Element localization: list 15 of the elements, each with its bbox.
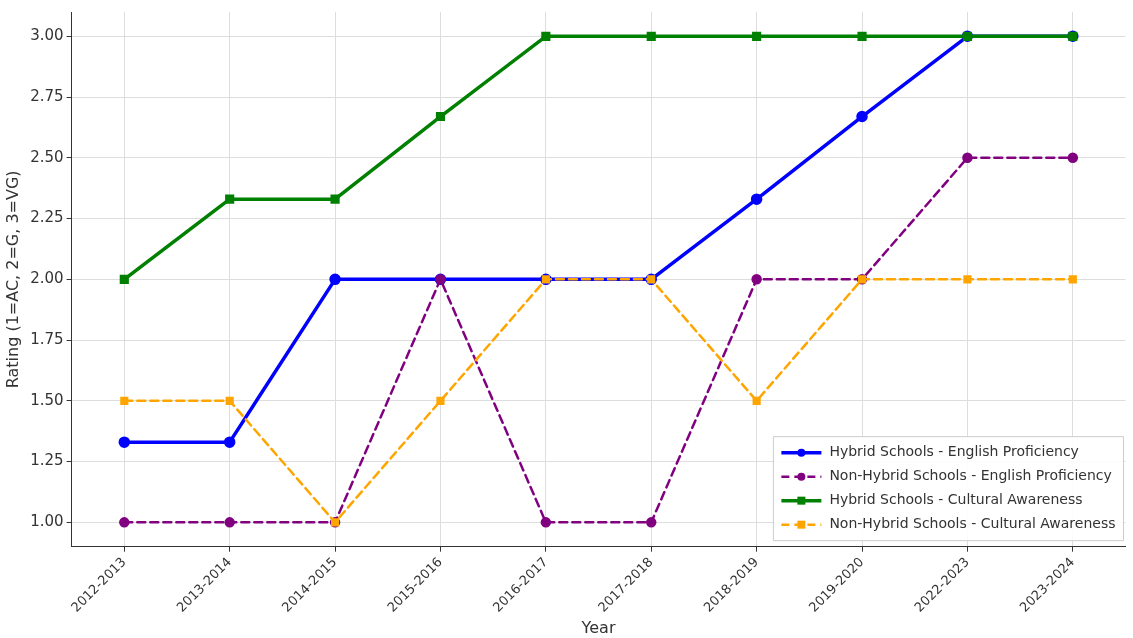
x-axis-title: Year bbox=[580, 617, 616, 637]
y-tick-label: 1.00 bbox=[30, 512, 64, 531]
legend-label: Hybrid Schools - Cultural Awareness bbox=[829, 491, 1083, 508]
legend-label: Hybrid Schools - English Proficiency bbox=[829, 443, 1079, 460]
y-tick-label: 1.75 bbox=[30, 329, 64, 348]
legend-label: Non-Hybrid Schools - English Proficiency bbox=[829, 467, 1112, 484]
legend-label: Non-Hybrid Schools - Cultural Awareness bbox=[829, 515, 1116, 532]
y-tick-label: 1.25 bbox=[30, 451, 64, 470]
y-tick-label: 2.00 bbox=[30, 269, 64, 288]
y-tick-label: 2.25 bbox=[30, 208, 64, 227]
y-tick-label: 2.75 bbox=[30, 86, 64, 105]
y-tick-label: 2.50 bbox=[30, 147, 64, 166]
y-tick-label: 3.00 bbox=[30, 26, 64, 45]
y-axis-title: Rating (1=AC, 2=G, 3=VG) bbox=[2, 170, 22, 389]
y-tick-label: 1.50 bbox=[30, 390, 64, 409]
